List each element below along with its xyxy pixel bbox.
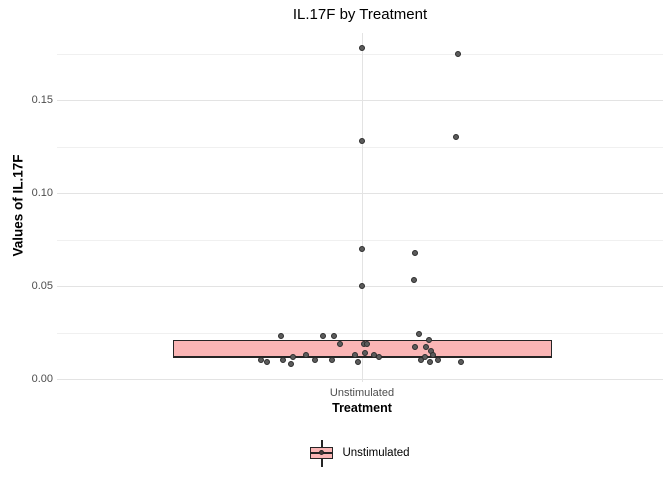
legend-key-boxplot-glyph — [310, 439, 334, 467]
legend: Unstimulated — [57, 438, 663, 468]
jitter-point — [422, 353, 428, 360]
jitter-point — [258, 357, 264, 364]
jitter-point — [329, 357, 335, 364]
jitter-point — [278, 333, 284, 340]
jitter-point — [331, 333, 337, 340]
jitter-point — [455, 50, 461, 57]
gridline-major — [57, 193, 663, 194]
jitter-point — [411, 277, 417, 284]
gridline-minor — [57, 332, 663, 334]
jitter-point — [359, 245, 365, 252]
gridline-major — [57, 379, 663, 380]
y-tick-label: 0.00 — [31, 373, 53, 385]
jitter-point — [355, 359, 361, 366]
y-tick-label: 0.05 — [31, 280, 53, 292]
jitter-point — [362, 349, 368, 356]
jitter-point — [423, 344, 429, 351]
jitter-point — [453, 134, 459, 141]
boxplot-median-line — [172, 356, 552, 358]
x-axis-title: Treatment — [332, 401, 392, 415]
jitter-point — [458, 359, 464, 366]
jitter-point — [337, 340, 343, 347]
plot-panel — [57, 33, 663, 382]
jitter-point — [288, 361, 294, 368]
jitter-point — [427, 359, 433, 366]
y-axis-title: Values of IL.17F — [10, 154, 26, 257]
jitter-point — [416, 331, 422, 338]
jitter-point — [430, 351, 436, 358]
jitter-point — [290, 353, 296, 360]
jitter-point — [426, 336, 432, 343]
y-tick-label: 0.10 — [31, 187, 53, 199]
jitter-point — [418, 357, 424, 364]
jitter-point — [412, 249, 418, 256]
jitter-point — [359, 44, 365, 51]
gridline-minor — [57, 53, 663, 55]
x-tick-label: Unstimulated — [329, 387, 395, 399]
gridline-minor — [57, 146, 663, 148]
jitter-point — [359, 137, 365, 144]
chart-title: IL.17F by Treatment — [292, 6, 428, 23]
jitter-point — [435, 357, 441, 364]
gridline-vertical — [362, 33, 363, 382]
jitter-point — [364, 340, 370, 347]
gridline-major — [57, 100, 663, 101]
jitter-point — [376, 353, 382, 360]
jitter-point — [320, 333, 326, 340]
jitter-point — [303, 351, 309, 358]
jitter-point — [312, 357, 318, 364]
gridline-minor — [57, 239, 663, 241]
y-tick-label: 0.15 — [31, 94, 53, 106]
legend-key-point — [319, 450, 325, 455]
jitter-point — [352, 351, 358, 358]
jitter-point — [264, 359, 270, 366]
jitter-point — [412, 344, 418, 351]
jitter-point — [280, 357, 286, 364]
legend-label: Unstimulated — [342, 447, 410, 459]
jitter-point — [359, 283, 365, 289]
